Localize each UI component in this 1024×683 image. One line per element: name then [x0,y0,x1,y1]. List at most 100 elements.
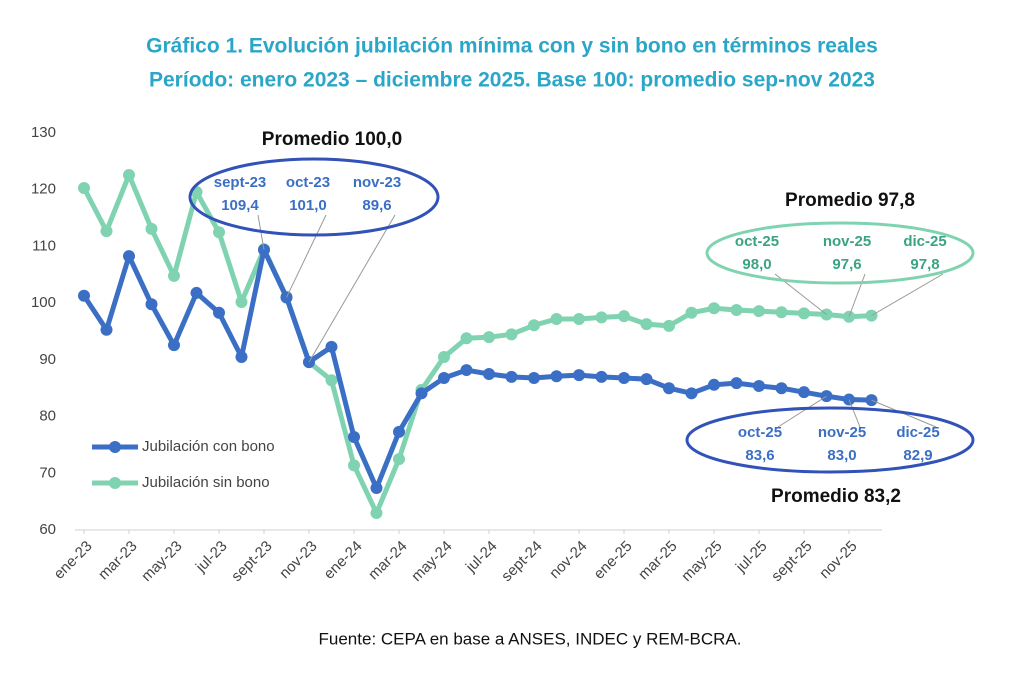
y-tick-label: 90 [39,351,56,368]
data-point [438,372,450,385]
callout-ellipse [705,221,975,285]
data-point [213,306,225,319]
x-tick-label: may-23 [138,538,185,585]
data-point [100,323,113,336]
x-tick-label: mar-24 [365,538,411,584]
data-point [505,328,518,341]
data-point [663,382,675,395]
x-tick-label: sept-23 [228,538,275,585]
x-tick-label: may-25 [678,538,725,585]
data-point [618,372,630,385]
chart-title: Gráfico 1. Evolución jubilación mínima c… [146,35,878,58]
data-point [370,482,383,495]
data-point [213,226,225,239]
data-point [685,306,698,319]
callout-value: 82,9 [903,447,932,464]
x-tick-label: jul-24 [462,538,501,577]
x-tick-label: mar-25 [635,538,681,584]
x-tick-label: ene-23 [51,538,96,583]
data-point [640,318,653,331]
data-point [573,313,585,326]
data-point [145,298,158,311]
data-point [483,331,495,344]
data-point [235,351,248,364]
data-point [753,305,765,318]
callout-value: 89,6 [362,197,391,214]
x-tick-label: mar-23 [95,538,141,584]
leader-line [286,214,327,298]
chart-subtitle: Período: enero 2023 – diciembre 2025. Ba… [149,69,875,92]
callout-date: oct-23 [286,174,330,191]
data-point [145,222,158,235]
callout-value: 97,8 [910,256,939,273]
data-point [528,372,540,385]
callout-date: nov-25 [823,233,871,250]
legend-marker [109,441,121,453]
data-point [325,340,338,353]
source: Fuente: CEPA en base a ANSES, INDEC y RE… [319,629,742,648]
annotation: Promedio 97,8 [785,190,915,211]
data-point [708,302,720,315]
callout-value: 83,6 [745,447,774,464]
callout-value: 97,6 [832,256,861,273]
data-point [685,387,698,400]
data-point [618,310,630,323]
legend-marker [109,477,121,489]
x-tick-label: jul-23 [192,538,231,577]
leader-line [308,214,396,363]
data-point [78,289,90,302]
callout-date: nov-25 [818,424,866,441]
data-point [393,453,405,466]
x-tick-label: sept-24 [498,538,545,585]
data-point [78,182,90,195]
callout-ellipse [188,157,440,237]
callout-date: nov-23 [353,174,401,191]
x-tick-label: may-24 [408,538,455,585]
data-point [370,506,383,519]
data-point [640,373,653,386]
data-point [730,377,743,390]
data-point [235,296,248,309]
data-point [438,351,450,364]
callout-date: oct-25 [738,424,782,441]
data-point [798,386,810,399]
x-tick-label: jul-25 [732,538,771,577]
callout-ellipse [685,406,975,474]
data-point [100,225,113,238]
y-tick-label: 80 [39,408,56,425]
annotation: Promedio 100,0 [262,129,402,150]
x-tick-label: ene-25 [591,538,636,583]
callout-value: 98,0 [742,256,771,273]
data-point [168,269,180,282]
callout-value: 109,4 [221,197,259,214]
data-point [663,319,675,332]
data-point [190,286,203,299]
data-point [595,370,608,383]
data-point [528,319,540,332]
callout-date: dic-25 [903,233,946,250]
data-point [573,369,585,382]
data-point [730,303,743,316]
data-point [708,378,720,391]
y-tick-label: 110 [32,237,56,254]
x-tick-label: nov-24 [546,538,590,582]
callout-date: oct-25 [735,233,779,250]
data-point [550,370,563,383]
data-point [798,307,810,320]
data-point [348,430,360,443]
callout-date: dic-25 [896,424,939,441]
leader-line [871,273,944,317]
legend-label: Jubilación sin bono [142,474,270,491]
data-point [460,332,473,345]
data-point [348,459,360,472]
x-tick-label: nov-23 [276,538,320,582]
y-tick-label: 130 [31,124,56,141]
y-tick-label: 120 [31,181,56,198]
callout-value: 83,0 [827,447,856,464]
data-point [775,382,788,395]
annotation: Promedio 83,2 [771,486,901,507]
data-point [123,250,135,263]
data-point [505,370,518,383]
leader-line [848,273,866,317]
data-point [415,387,428,400]
